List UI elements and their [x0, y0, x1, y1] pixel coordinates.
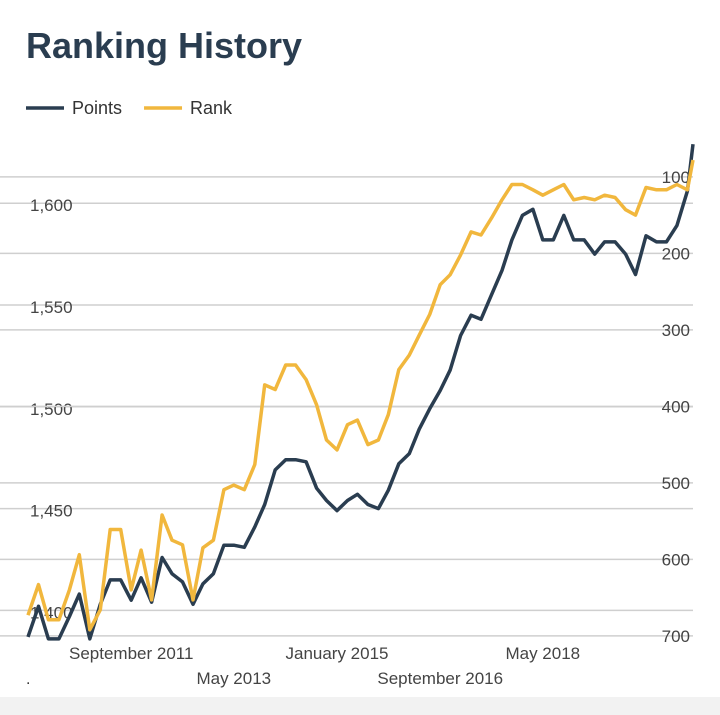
plot: [26, 143, 695, 641]
y2-tick-label: 700: [662, 627, 690, 646]
x-tick-label: January 2015: [285, 644, 388, 663]
y2-tick-label: 400: [662, 397, 690, 416]
chart-title: Ranking History: [26, 25, 302, 66]
y-tick-label: 1,450: [30, 502, 73, 521]
y2-tick-label: 100: [662, 168, 690, 187]
y-tick-label: 1,550: [30, 298, 73, 317]
footnote: .: [26, 671, 30, 688]
y-tick-label: 1,600: [30, 196, 73, 215]
y2-tick-label: 600: [662, 550, 690, 569]
legend-label: Rank: [190, 98, 233, 118]
y2-tick-label: 500: [662, 474, 690, 493]
x-tick-label: September 2011: [69, 644, 193, 663]
legend-label: Points: [72, 98, 122, 118]
y-tick-label: 1,500: [30, 400, 73, 419]
series-line: [26, 159, 695, 632]
legend: Points Rank: [26, 98, 233, 118]
x-tick-label: May 2018: [505, 644, 580, 663]
grid: 1,4001,4501,5001,5501,600100200300400500…: [0, 168, 693, 688]
x-tick-label: May 2013: [196, 669, 271, 688]
bottom-strip: [0, 697, 720, 715]
y2-tick-label: 200: [662, 244, 690, 263]
y2-tick-label: 300: [662, 321, 690, 340]
series-line: [26, 143, 695, 641]
x-tick-label: September 2016: [377, 669, 503, 688]
